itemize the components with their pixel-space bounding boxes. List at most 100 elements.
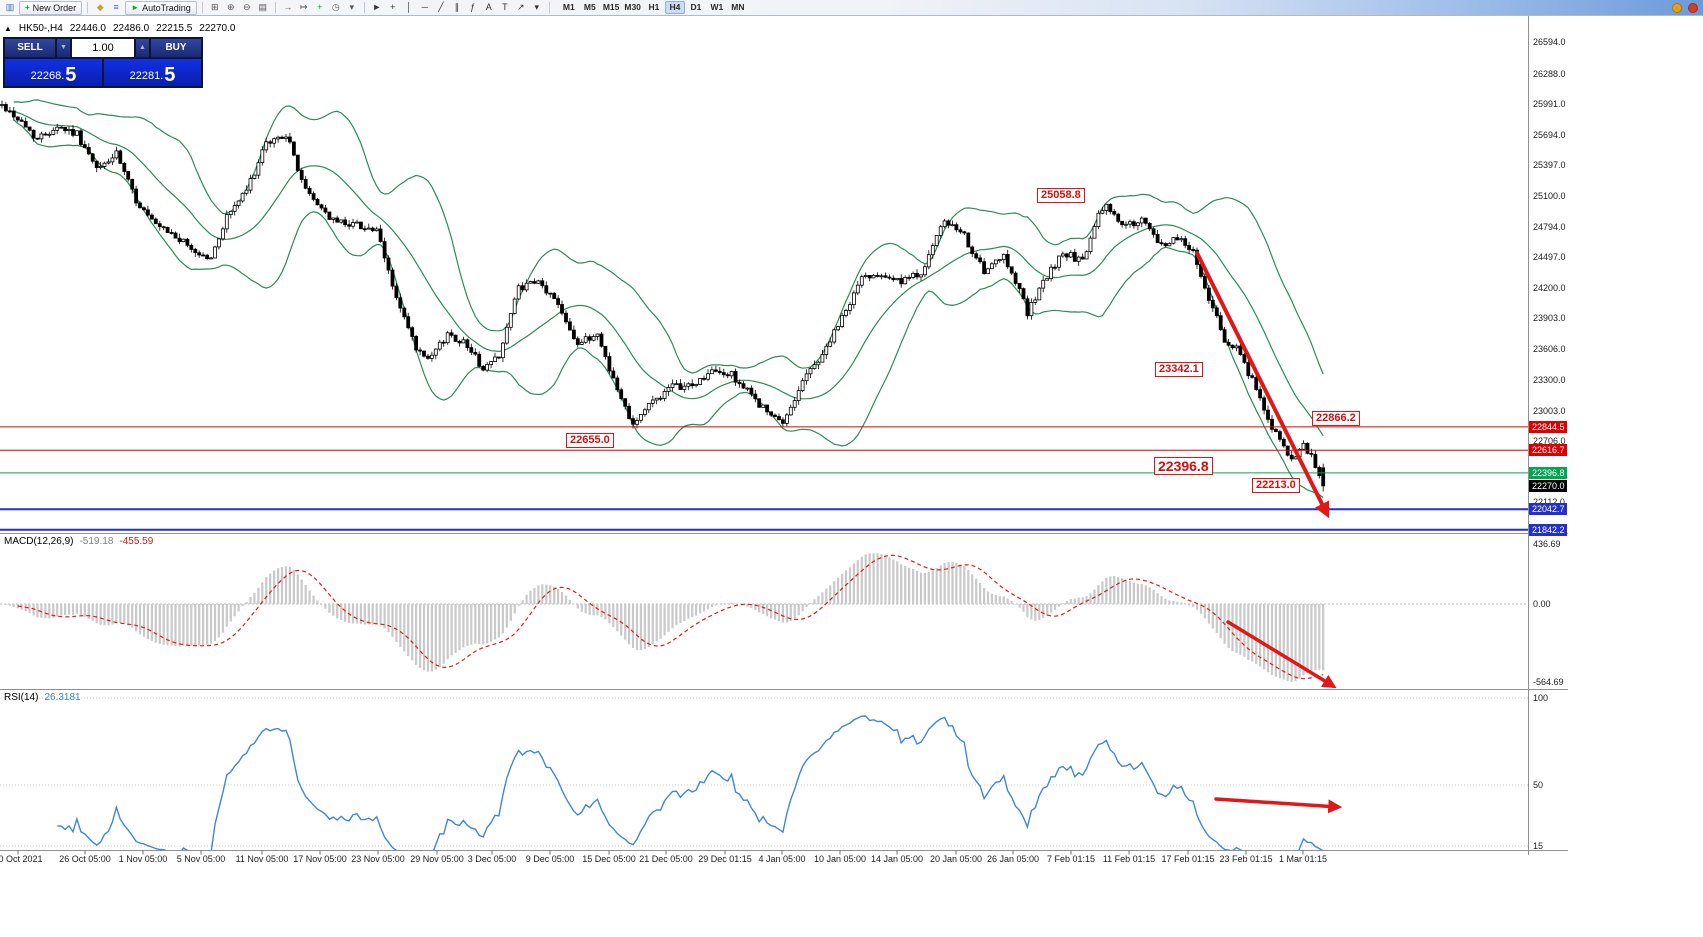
trendline-icon[interactable]: ╱ (438, 2, 444, 12)
time-scale-label: 3 Dec 05:00 (467, 854, 517, 864)
timeframe-w1-button[interactable]: W1 (710, 2, 724, 12)
time-scale-label: 23 Feb 01:15 (1219, 854, 1273, 864)
crosshair-icon[interactable]: + (390, 2, 396, 12)
price-annotation[interactable]: 25058.8 (1037, 188, 1085, 203)
chart-shift-icon[interactable]: ↦ (300, 2, 308, 12)
chart-close-value: 22270.0 (199, 23, 236, 34)
toolbar: ▥ + New Order ◆ ≡ ► AutoTrading ⊞ ⊕ ⊖ ▤ → ↦ + ◷ ▾ ► + │ ─ ╱ ∥… (0, 0, 1703, 16)
buy-button[interactable]: BUY (151, 39, 201, 57)
horizontal-line-icon[interactable]: ─ (421, 2, 428, 12)
price-scale-label: 25991.0 (1533, 99, 1566, 110)
timeframe-d1-button[interactable]: D1 (690, 2, 702, 12)
volume-decrease-button[interactable]: ▼ (57, 39, 70, 57)
one-click-toggle-icon[interactable]: ▲ (4, 24, 12, 33)
autotrading-button[interactable]: ► AutoTrading (125, 0, 197, 15)
add-indicator-icon[interactable]: + (317, 2, 323, 12)
autotrading-icon: ► (131, 3, 140, 12)
new-chart-icon[interactable]: ▥ (5, 2, 15, 12)
time-scale-label: 15 Dec 05:00 (582, 854, 636, 864)
channel-icon[interactable]: ∥ (454, 2, 460, 12)
annotations-layer: 25058.8 23342.1 22866.2 22655.0 22396.8 22213… (0, 16, 1568, 869)
auto-scroll-icon[interactable]: → (283, 2, 293, 12)
macd-scale-label: 436.69 (1533, 538, 1561, 549)
label-icon[interactable]: T (502, 2, 508, 12)
price-annotation[interactable]: 22213.0 (1252, 478, 1300, 493)
price-scale-label: 22112.0 (1533, 497, 1565, 508)
rsi-line (57, 715, 1324, 851)
price-annotation[interactable]: 22866.2 (1312, 411, 1360, 426)
time-scale-label: 23 Nov 05:00 (351, 854, 405, 864)
price-scale-label: 24497.0 (1533, 252, 1566, 263)
toolbar-separator (274, 2, 276, 13)
new-order-button[interactable]: + New Order (19, 0, 83, 15)
volume-increase-button[interactable]: ▲ (136, 39, 149, 57)
chart-canvas[interactable] (0, 16, 1568, 869)
time-scale-label: 4 Jan 05:00 (758, 854, 806, 864)
zoom-out-icon[interactable]: ⊖ (243, 2, 251, 12)
bollinger-lower (13, 119, 1324, 499)
macd-scale-label: 0.00 (1533, 599, 1551, 609)
rsi-scale-label: 50 (1533, 780, 1544, 790)
volume-input[interactable]: 1.00 (72, 39, 134, 57)
text-icon[interactable]: A (485, 2, 492, 12)
cursor-icon[interactable]: ► (372, 2, 382, 12)
price-scale-label: 25397.0 (1533, 160, 1566, 171)
new-order-icon: + (25, 3, 30, 12)
price-scale-label: 24200.0 (1533, 282, 1566, 293)
buy-price-display[interactable]: 22281. 5 (104, 59, 201, 86)
periods-icon[interactable]: ◷ (331, 2, 340, 12)
time-scale-label: 14 Jan 05:00 (870, 854, 924, 864)
price-scale-label: 24794.0 (1533, 221, 1566, 232)
chart-high-value: 22486.0 (112, 23, 150, 34)
sell-button[interactable]: SELL (5, 39, 55, 57)
rsi-scale-label: 15 (1533, 841, 1544, 851)
tile-windows-icon[interactable]: ⊞ (211, 2, 219, 12)
price-annotation[interactable]: 22655.0 (566, 433, 614, 448)
objects-dropdown-icon[interactable]: ▾ (534, 2, 540, 12)
profiles-icon[interactable]: ≡ (113, 2, 119, 12)
macd-indicator-label: MACD(12,26,9) -519.18 -455.59 (4, 536, 153, 547)
timeframe-m1-button[interactable]: M1 (562, 2, 575, 12)
price-annotation[interactable]: 22396.8 (1154, 457, 1213, 475)
timeframe-mn-button[interactable]: MN (731, 2, 745, 12)
timeframe-m15-button[interactable]: M15 (602, 2, 620, 12)
periods-dropdown-icon[interactable]: ▾ (349, 2, 355, 12)
timeframe-m5-button[interactable]: M5 (583, 2, 596, 12)
price-annotation[interactable]: 23342.1 (1155, 362, 1203, 377)
fibonacci-icon[interactable]: ƒ (470, 2, 476, 12)
price-down-arrow[interactable] (1195, 251, 1330, 519)
help-icon[interactable] (1672, 2, 1682, 13)
chart-open-value: 22446.0 (69, 23, 106, 34)
arrows-icon[interactable]: ↗ (517, 2, 525, 12)
price-tag: 22270.0 (1529, 479, 1567, 492)
expert-advisors-icon[interactable]: ◆ (96, 2, 104, 12)
grid-icon[interactable]: ▤ (258, 2, 268, 12)
price-scale-label: 26288.0 (1533, 68, 1566, 79)
price-axis[interactable]: 26594.0 26288.0 25991.0 25694.0 25397.0 25100… (1528, 16, 1568, 856)
notifications-icon[interactable] (1688, 2, 1698, 13)
price-scale-label: 25100.0 (1533, 190, 1566, 201)
zoom-in-icon[interactable]: ⊕ (227, 2, 235, 12)
rsi-down-arrow[interactable] (1214, 797, 1343, 814)
macd-down-arrow[interactable] (1226, 620, 1337, 689)
toolbar-separator (548, 2, 550, 13)
time-scale-label: 29 Nov 05:00 (410, 854, 464, 864)
sell-price-display[interactable]: 22268. 5 (5, 59, 102, 86)
price-tag: 22616.7 (1529, 444, 1567, 457)
macd-histogram (4, 553, 1325, 682)
macd-main-value: -519.18 (79, 536, 114, 547)
time-scale-label: 17 Feb 01:15 (1161, 854, 1215, 864)
timeframe-h4-button[interactable]: H4 (664, 1, 685, 14)
chart-low-value: 22215.5 (156, 23, 193, 34)
time-scale-label: 11 Feb 01:15 (1102, 854, 1156, 864)
timeframe-m30-button[interactable]: M30 (624, 2, 641, 12)
time-axis[interactable]: 20 Oct 2021 26 Oct 05:00 1 Nov 05:00 5 Nov … (0, 850, 1528, 869)
toolbar-separator (201, 2, 203, 13)
timeframe-h1-button[interactable]: H1 (648, 2, 660, 12)
time-scale-label: 29 Dec 01:15 (698, 854, 752, 864)
vertical-line-icon[interactable]: │ (406, 2, 412, 12)
chart-window[interactable]: ▲ HK50-,H4 22446.0 22486.0 22215.5 22270… (0, 16, 1568, 869)
time-scale-label: 26 Oct 05:00 (59, 854, 111, 864)
time-scale-label: 7 Feb 01:15 (1046, 854, 1096, 864)
